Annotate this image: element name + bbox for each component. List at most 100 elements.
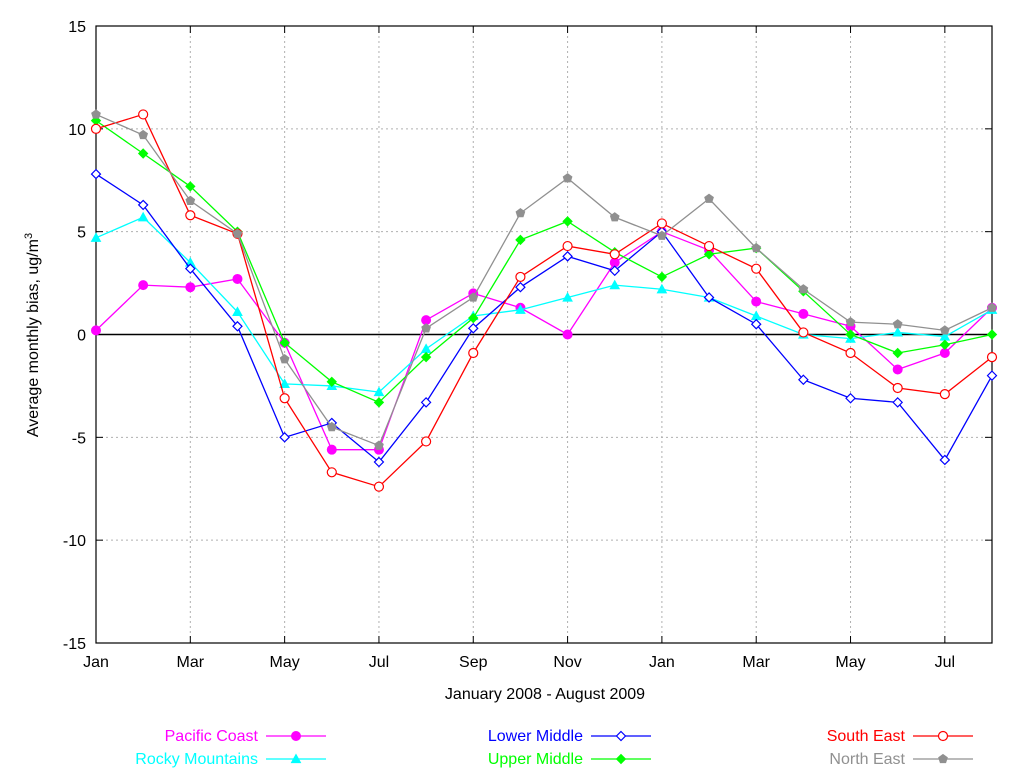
data-point — [279, 393, 290, 404]
data-point — [291, 731, 301, 741]
data-point — [468, 347, 479, 359]
data-point — [185, 282, 196, 293]
data-point — [421, 323, 431, 333]
x-tick-label: Nov — [553, 654, 581, 671]
data-point — [609, 249, 620, 260]
legend-label: Lower Middle — [488, 728, 583, 745]
data-point — [91, 109, 101, 119]
x-tick-label: Mar — [742, 654, 770, 671]
y-tick-label: 0 — [77, 328, 86, 345]
data-point — [279, 378, 290, 388]
data-point — [138, 129, 149, 140]
data-point — [420, 351, 432, 363]
data-point — [562, 173, 573, 183]
data-point — [373, 481, 385, 492]
data-point — [373, 397, 385, 408]
data-point — [562, 216, 573, 227]
data-point — [704, 193, 714, 203]
data-point — [939, 454, 951, 466]
axis-labels: Average monthly bias, ug/m3 January 2008… — [23, 233, 645, 703]
legend-label: South East — [827, 728, 906, 745]
data-point — [138, 109, 149, 120]
y-axis-label-text: Average monthly bias, ug/m — [25, 239, 42, 437]
data-point — [279, 431, 290, 443]
data-point — [562, 291, 573, 302]
x-tick-label: Jul — [369, 654, 389, 671]
data-point — [515, 208, 526, 218]
data-point — [373, 386, 385, 397]
data-point — [373, 456, 385, 468]
data-point — [279, 337, 290, 348]
data-point — [656, 283, 668, 294]
y-tick-label: 10 — [68, 122, 86, 139]
data-point — [326, 421, 337, 432]
data-point — [939, 339, 951, 350]
x-tick-label: Sep — [459, 654, 488, 671]
data-point — [845, 392, 856, 404]
data-point — [939, 389, 950, 400]
series-pacific-coast — [91, 226, 997, 455]
y-tick-label: 5 — [77, 225, 86, 242]
data-point — [515, 304, 526, 314]
data-point — [562, 250, 573, 262]
data-point — [751, 263, 762, 274]
data-point — [750, 318, 762, 330]
x-tick-label: Jan — [83, 654, 109, 671]
data-point — [467, 322, 479, 334]
data-point — [420, 397, 432, 408]
data-point — [845, 329, 856, 340]
legend-entry: Upper Middle — [488, 751, 651, 768]
legend-entry: Lower Middle — [488, 728, 651, 745]
data-point — [374, 440, 384, 450]
series-line — [95, 230, 993, 451]
legend-label: Rocky Mountains — [135, 751, 258, 768]
y-tick-label: -5 — [72, 430, 86, 447]
data-point — [468, 292, 479, 302]
data-point — [892, 364, 903, 375]
data-point — [137, 211, 149, 222]
data-point — [609, 279, 621, 290]
data-point — [232, 228, 243, 238]
legend-entry: North East — [829, 751, 973, 768]
x-tick-label: May — [270, 654, 300, 671]
series-line — [95, 113, 993, 447]
y-axis-label: Average monthly bias, ug/m3 — [23, 233, 42, 437]
data-point — [562, 240, 573, 252]
legend-entry: Rocky Mountains — [135, 751, 326, 768]
data-point — [90, 123, 102, 134]
data-point — [937, 730, 949, 742]
data-point — [421, 436, 432, 447]
data-point — [751, 243, 762, 253]
data-point — [892, 397, 904, 408]
data-point — [938, 753, 948, 764]
data-point — [232, 306, 243, 316]
data-point — [751, 296, 762, 307]
data-point — [279, 354, 290, 364]
data-point — [892, 319, 903, 329]
legend-entry: Pacific Coast — [165, 728, 326, 745]
grid — [96, 26, 992, 643]
data-point — [91, 325, 101, 336]
data-point — [515, 271, 526, 283]
legend-entry: South East — [827, 728, 973, 745]
series-lower-middle — [90, 168, 998, 468]
data-point — [326, 467, 337, 478]
data-point — [232, 273, 243, 284]
data-point — [939, 325, 950, 335]
data-point — [468, 312, 479, 324]
data-point — [184, 263, 196, 275]
data-point — [137, 199, 149, 211]
y-tick-label: -10 — [63, 533, 86, 550]
data-point — [615, 730, 627, 742]
data-point — [798, 308, 809, 319]
data-point — [609, 265, 621, 277]
series-line — [95, 216, 993, 393]
legend-label: Pacific Coast — [165, 728, 259, 745]
data-point — [90, 232, 102, 242]
data-point — [90, 168, 102, 180]
data-point — [986, 352, 998, 363]
legend: Pacific Coast Rocky Mountains Lower Middle… — [135, 728, 973, 768]
